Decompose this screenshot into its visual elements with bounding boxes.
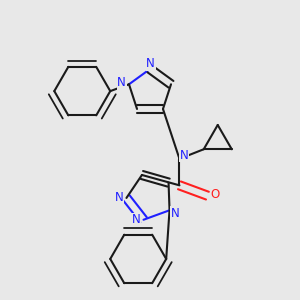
Text: N: N [179,149,188,162]
Text: N: N [117,76,126,89]
Text: N: N [132,213,140,226]
Text: O: O [210,188,219,201]
Text: N: N [170,207,179,220]
Text: N: N [146,57,155,70]
Text: N: N [115,191,124,204]
